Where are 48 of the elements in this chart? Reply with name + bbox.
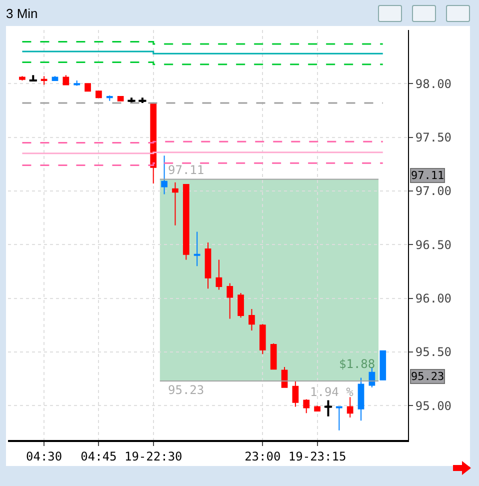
candlestick [216,259,222,290]
candlestick [182,184,190,260]
candlestick [150,102,157,184]
y-tick-label: 98.00 [415,76,452,91]
candlestick [238,292,244,318]
candlestick [194,231,200,267]
y-tick-label: 97.50 [415,130,452,145]
y-tick-label: 97.00 [415,184,452,198]
annotation: 1.94 % [310,385,354,399]
candlestick [117,96,124,102]
candlestick [40,76,48,86]
annotation: $1.88 [339,357,376,371]
candlestick [84,83,91,92]
candlestick [52,76,58,81]
candlestick [172,182,178,226]
candlestick [62,74,70,86]
ref-line-label: 95.23 [411,370,444,383]
y-tick-label: 96.00 [415,292,452,306]
x-tick-label: 19-22:30 [124,449,182,464]
candlestick [226,282,234,320]
candlestick [19,76,26,81]
candlestick [358,377,364,422]
annotation: 95.23 [168,383,204,397]
y-tick-label: 96.50 [415,238,452,252]
candlestick [292,380,299,408]
candlestick [303,398,310,414]
x-tick-label: 19-23:15 [288,449,346,464]
candlestick [204,242,212,290]
x-tick-label: 04:45 [80,449,117,464]
x-tick-label: 23:00 [244,449,281,464]
y-tick-label: 95.50 [415,345,452,360]
candlestick [380,350,386,380]
y-tick-label: 95.00 [415,398,452,413]
x-tick-label: 04:30 [26,449,62,464]
candlestick [259,324,266,355]
chart-title: 3 Min [6,5,38,23]
candlestick [336,406,342,431]
candlestick [74,80,80,86]
candlestick [96,90,102,98]
annotation: 97.11 [168,163,204,177]
candlestick [106,94,113,102]
candlestick [270,342,277,370]
candlestick [346,396,354,418]
candlestick [248,308,255,332]
candlestick [161,155,168,195]
ref-line-label: 97.11 [411,169,444,182]
candlestick [314,405,320,412]
candlestick [281,366,288,388]
